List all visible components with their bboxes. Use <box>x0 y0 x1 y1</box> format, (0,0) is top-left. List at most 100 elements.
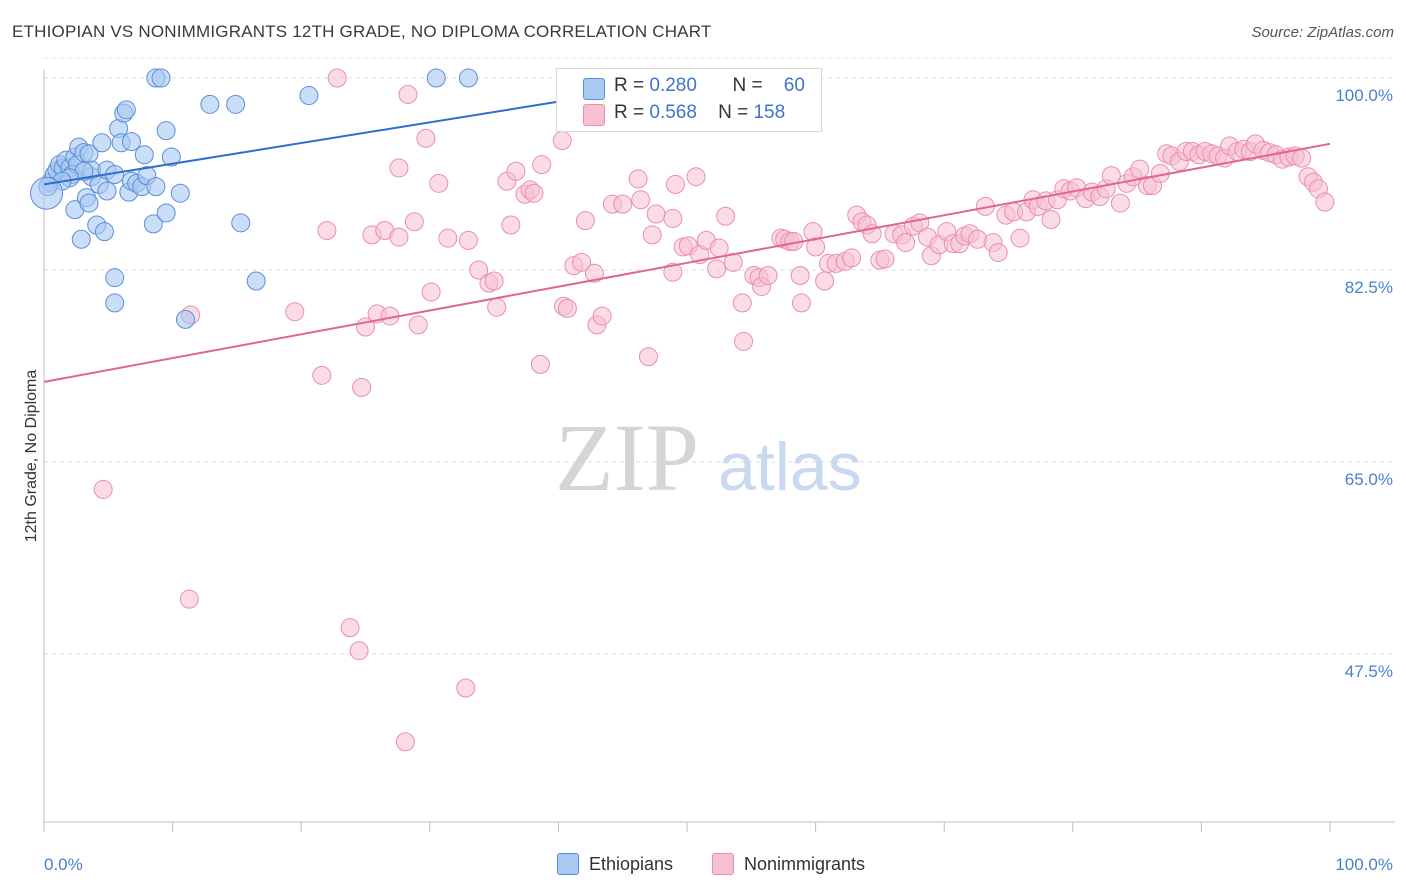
nonimmigrants-point <box>1010 228 1030 248</box>
nonimmigrants-point <box>469 260 489 280</box>
trend-lines <box>43 100 1331 383</box>
ethiopians-point <box>200 94 220 114</box>
nonimmigrants-point <box>646 204 666 224</box>
r-value: 0.280 <box>649 75 697 96</box>
nonimmigrants-point <box>93 479 113 499</box>
ethiopians-point <box>105 293 125 313</box>
ethiopians-point <box>156 203 176 223</box>
nonimmigrants-point <box>421 282 441 302</box>
ethiopians-point <box>92 133 112 153</box>
nonimmigrants-point <box>592 306 612 326</box>
nonimmigrants-point <box>484 271 504 291</box>
y-tick-label: 47.5% <box>1345 662 1393 681</box>
watermark-zip: ZIP <box>555 404 699 511</box>
nonimmigrants-point <box>352 377 372 397</box>
r-value: 0.568 <box>649 102 697 123</box>
ethiopians-point <box>426 68 446 88</box>
nonimmigrants-point <box>642 225 662 245</box>
ethiopians-point <box>156 121 176 141</box>
nonimmigrants-swatch <box>583 104 605 126</box>
nonimmigrants-point <box>340 618 360 638</box>
ethiopians-point <box>299 86 319 106</box>
ethiopians-point <box>175 309 195 329</box>
nonimmigrants-point <box>631 190 651 210</box>
ethiopians-point <box>458 68 478 88</box>
ethiopians-trend-line <box>43 100 563 186</box>
nonimmigrants-point <box>734 331 754 351</box>
nonimmigrants-point <box>584 263 604 283</box>
n-value: 158 <box>753 102 786 123</box>
nonimmigrants-point <box>349 641 369 661</box>
nonimmigrants-point <box>456 678 476 698</box>
chart-title: ETHIOPIAN VS NONIMMIGRANTS 12TH GRADE, N… <box>12 22 712 41</box>
nonimmigrants-point <box>638 347 658 367</box>
nonimmigrants-point <box>429 173 449 193</box>
nonimmigrants-point <box>404 212 424 232</box>
nonimmigrants-point <box>389 158 409 178</box>
watermark-atlas: atlas <box>718 429 862 505</box>
nonimmigrants-point <box>707 259 727 279</box>
correlation-legend: R = 0.280 N = 60 R = 0.568 N = 158 <box>556 68 822 132</box>
ethiopians-point <box>94 222 114 242</box>
ethiopians-point <box>143 214 163 234</box>
nonimmigrants-point <box>408 315 428 335</box>
ethiopians-point <box>121 132 141 152</box>
ethiopians-point <box>79 193 99 213</box>
nonimmigrants-point <box>398 84 418 104</box>
nonimmigrants-point <box>395 732 415 752</box>
nonimmigrants-point <box>1292 148 1312 168</box>
r-label: R = <box>614 75 645 96</box>
nonimmigrants-point <box>815 271 835 291</box>
nonimmigrants-point <box>686 167 706 187</box>
ethiopians-point <box>226 94 246 114</box>
nonimmigrants-point <box>532 155 552 175</box>
nonimmigrants-swatch <box>712 853 734 875</box>
nonimmigrants-point <box>285 302 305 322</box>
nonimmigrants-point <box>506 161 526 181</box>
x-tick-label-start: 0.0% <box>44 855 83 874</box>
ethiopians-point <box>151 68 171 88</box>
nonimmigrants-point <box>716 206 736 226</box>
nonimmigrants-point <box>663 262 683 282</box>
nonimmigrants-point <box>1110 193 1130 213</box>
nonimmigrants-point <box>389 227 409 247</box>
nonimmigrants-point <box>1315 192 1335 212</box>
legend-label: Nonimmigrants <box>744 853 866 874</box>
legend-label: Ethiopians <box>589 853 674 874</box>
nonimmigrants-point <box>988 242 1008 262</box>
ethiopians-point <box>146 177 166 197</box>
ethiopians-point <box>71 229 91 249</box>
ethiopians-point <box>105 268 125 288</box>
nonimmigrants-point <box>896 233 916 253</box>
nonimmigrants-point <box>557 298 577 318</box>
nonimmigrants-point <box>665 174 685 194</box>
source-credit: Source: ZipAtlas.com <box>1251 24 1394 41</box>
nonimmigrants-point <box>842 248 862 268</box>
ethiopians-point <box>161 147 181 167</box>
n-label: N = <box>718 102 749 123</box>
nonimmigrants-point <box>875 249 895 269</box>
legend-item-nonimmigrants[interactable]: Nonimmigrants <box>712 851 865 877</box>
y-axis-label: 12th Grade, No Diploma <box>23 370 40 543</box>
nonimmigrants-point <box>1041 210 1061 230</box>
ethiopians-point <box>134 145 154 165</box>
nonimmigrants-point <box>438 228 458 248</box>
nonimmigrants-point <box>790 265 810 285</box>
y-tick-label: 82.5% <box>1345 278 1393 297</box>
y-tick-label: 65.0% <box>1345 470 1393 489</box>
nonimmigrants-point <box>416 128 436 148</box>
nonimmigrants-point <box>732 293 752 313</box>
nonimmigrants-point <box>179 589 199 609</box>
nonimmigrants-point <box>487 297 507 317</box>
ethiopians-swatch <box>557 853 579 875</box>
n-label: N = <box>732 75 763 96</box>
nonimmigrants-point <box>317 221 337 241</box>
ethiopians-point <box>170 183 190 203</box>
watermark: ZIP atlas <box>555 404 862 511</box>
nonimmigrants-point <box>312 365 332 385</box>
nonimmigrants-point <box>501 215 521 235</box>
legend-item-ethiopians[interactable]: Ethiopians <box>557 851 673 877</box>
nonimmigrants-trend-line <box>43 142 1331 383</box>
nonimmigrants-point <box>613 194 633 214</box>
